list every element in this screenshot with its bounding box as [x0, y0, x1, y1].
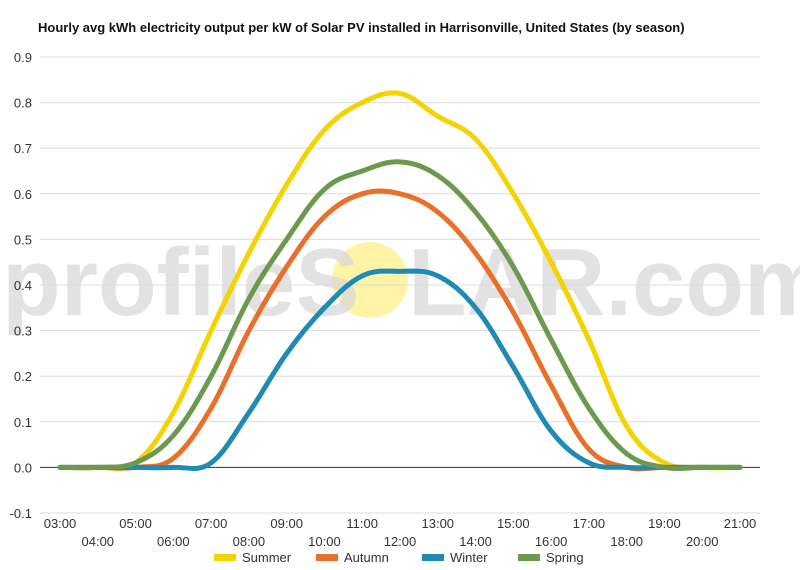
gridlines: [40, 56, 760, 514]
x-tick-label: 09:00: [270, 516, 303, 531]
legend-swatch-winter: [422, 554, 444, 561]
x-tick-label: 16:00: [535, 534, 568, 549]
y-axis: -0.1 0.0 0.1 0.2 0.3 0.4 0.5 0.6 0.7 0.8 0.9: [10, 50, 32, 521]
y-tick-label: 0.3: [14, 324, 32, 339]
legend: Summer Autumn Winter Spring: [214, 550, 584, 565]
x-tick-label: 10:00: [308, 534, 341, 549]
y-tick-label: 0.6: [14, 187, 32, 202]
watermark-sun: [332, 242, 408, 318]
x-tick-label: 06:00: [157, 534, 190, 549]
y-tick-label: 0.7: [14, 141, 32, 156]
legend-label-winter: Winter: [450, 550, 488, 565]
x-axis: 03:00 04:00 05:00 06:00 07:00 08:00 09:00 10:00…: [44, 516, 757, 549]
x-tick-label: 03:00: [44, 516, 77, 531]
x-tick-label: 13:00: [422, 516, 455, 531]
legend-label-summer: Summer: [242, 550, 292, 565]
series-line-spring: [57, 159, 743, 471]
series-line-summer: [57, 90, 743, 472]
x-tick-label: 07:00: [195, 516, 228, 531]
x-tick-label: 08:00: [233, 534, 266, 549]
y-tick-label: 0.4: [14, 278, 32, 293]
x-tick-label: 05:00: [119, 516, 152, 531]
x-tick-label: 19:00: [648, 516, 681, 531]
x-tick-label: 12:00: [384, 534, 417, 549]
series-lines: [57, 90, 743, 472]
legend-label-autumn: Autumn: [344, 550, 389, 565]
x-tick-label: 18:00: [610, 534, 643, 549]
legend-swatch-spring: [518, 554, 540, 561]
x-tick-label: 15:00: [497, 516, 530, 531]
y-tick-label: 0.8: [14, 96, 32, 111]
y-tick-label: 0.5: [14, 232, 32, 247]
legend-swatch-summer: [214, 554, 236, 561]
x-tick-label: 21:00: [724, 516, 757, 531]
watermark-text-left: profileS: [2, 229, 359, 336]
series-line-winter: [57, 268, 743, 472]
x-tick-label: 20:00: [686, 534, 719, 549]
legend-swatch-autumn: [316, 554, 338, 561]
chart-title: Hourly avg kWh electricity output per kW…: [38, 20, 685, 35]
x-tick-label: 14:00: [459, 534, 492, 549]
x-tick-label: 11:00: [346, 516, 378, 531]
watermark: profileS LAR.com: [2, 229, 800, 336]
y-tick-label: 0.1: [14, 415, 32, 430]
y-tick-label: 0.2: [14, 369, 32, 384]
y-tick-label: 0.0: [14, 460, 32, 475]
x-tick-label: 04:00: [82, 534, 115, 549]
y-tick-label: -0.1: [10, 506, 32, 521]
x-tick-label: 17:00: [573, 516, 606, 531]
y-tick-label: 0.9: [14, 50, 32, 65]
legend-label-spring: Spring: [546, 550, 584, 565]
